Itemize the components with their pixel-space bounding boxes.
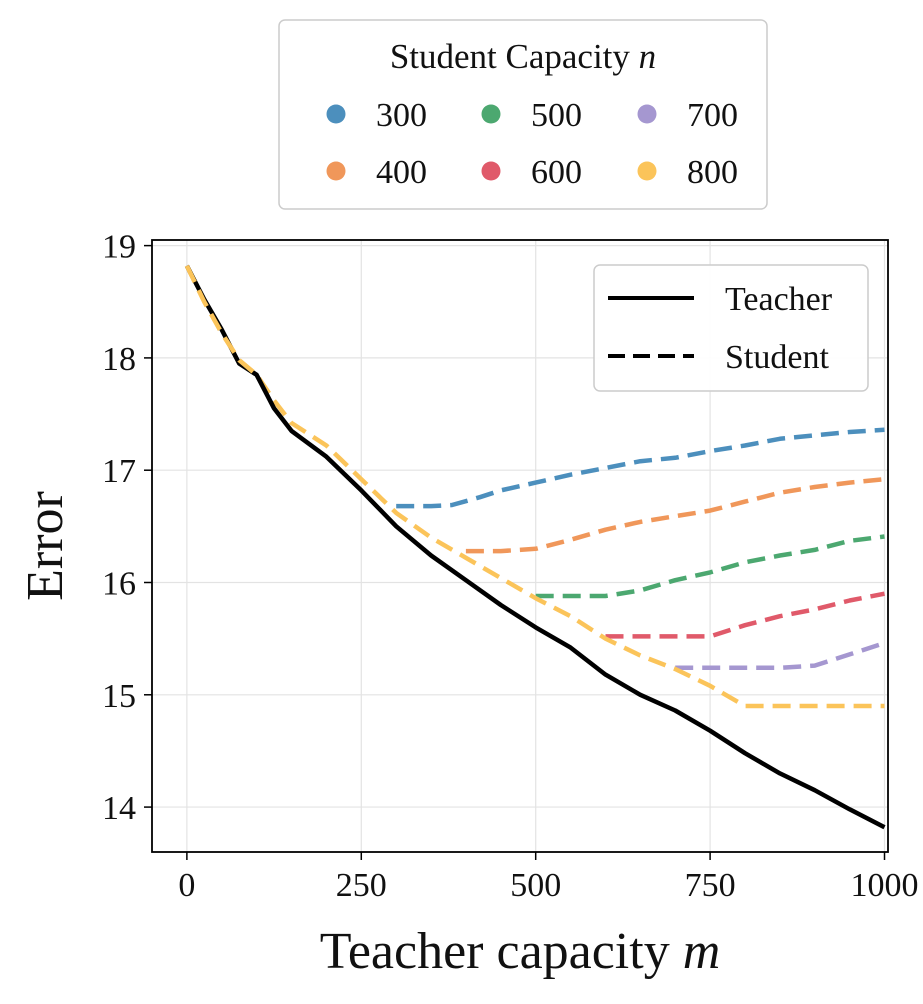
color-legend: Student Capacity n 300 400 500 600 700 800	[278, 19, 768, 210]
y-axis-label: Error	[17, 491, 74, 601]
y-tick-label: 15	[102, 678, 136, 715]
y-tick-label: 18	[102, 341, 136, 378]
x-tick-label: 250	[336, 867, 387, 904]
style-legend-teacher-label: Teacher	[725, 281, 833, 318]
color-legend-300-marker	[326, 104, 346, 124]
color-legend-800-label: 800	[687, 154, 738, 191]
x-tick-label: 500	[510, 867, 561, 904]
style-legend: Teacher Student	[593, 264, 869, 392]
x-axis-label: Teacher capacity m	[320, 923, 721, 980]
color-legend-title: Student Capacity n	[390, 37, 656, 76]
x-tick-label: 0	[178, 867, 195, 904]
student-300-line	[396, 427, 885, 509]
student-600-line	[605, 591, 885, 639]
x-axis-label-variable: m	[683, 923, 721, 980]
x-tick-label: 1000	[851, 867, 919, 904]
student-400-line	[465, 476, 885, 554]
color-legend-400-marker	[326, 161, 346, 181]
plot-frame	[151, 239, 889, 853]
color-legend-800-marker	[637, 161, 657, 181]
x-axis: 0 250 500 750 1000	[178, 852, 919, 904]
color-legend-title-variable: n	[639, 37, 657, 76]
y-tick-label: 19	[102, 229, 136, 266]
color-legend-600-marker	[481, 161, 501, 181]
student-700-line	[675, 640, 886, 671]
y-tick-label: 17	[102, 453, 136, 490]
color-legend-300-label: 300	[376, 97, 427, 134]
color-legend-500-marker	[481, 104, 501, 124]
y-tick-label: 16	[102, 565, 136, 602]
x-axis-label-text: Teacher capacity	[320, 923, 683, 980]
color-legend-700-label: 700	[687, 97, 738, 134]
color-legend-600-label: 600	[531, 154, 582, 191]
color-legend-700-marker	[637, 104, 657, 124]
x-tick-label: 750	[685, 867, 736, 904]
style-legend-student-label: Student	[725, 339, 829, 376]
series-group	[184, 264, 886, 830]
color-legend-400-label: 400	[376, 154, 427, 191]
teacher-line	[184, 264, 886, 830]
y-axis: 14 15 16 17 18 19	[102, 229, 152, 827]
student-500-line	[535, 534, 885, 599]
color-legend-title-text: Student Capacity	[390, 37, 639, 76]
student-800-line	[184, 264, 885, 709]
y-tick-label: 14	[102, 790, 136, 827]
color-legend-500-label: 500	[531, 97, 582, 134]
student-800-early-line	[184, 264, 259, 377]
